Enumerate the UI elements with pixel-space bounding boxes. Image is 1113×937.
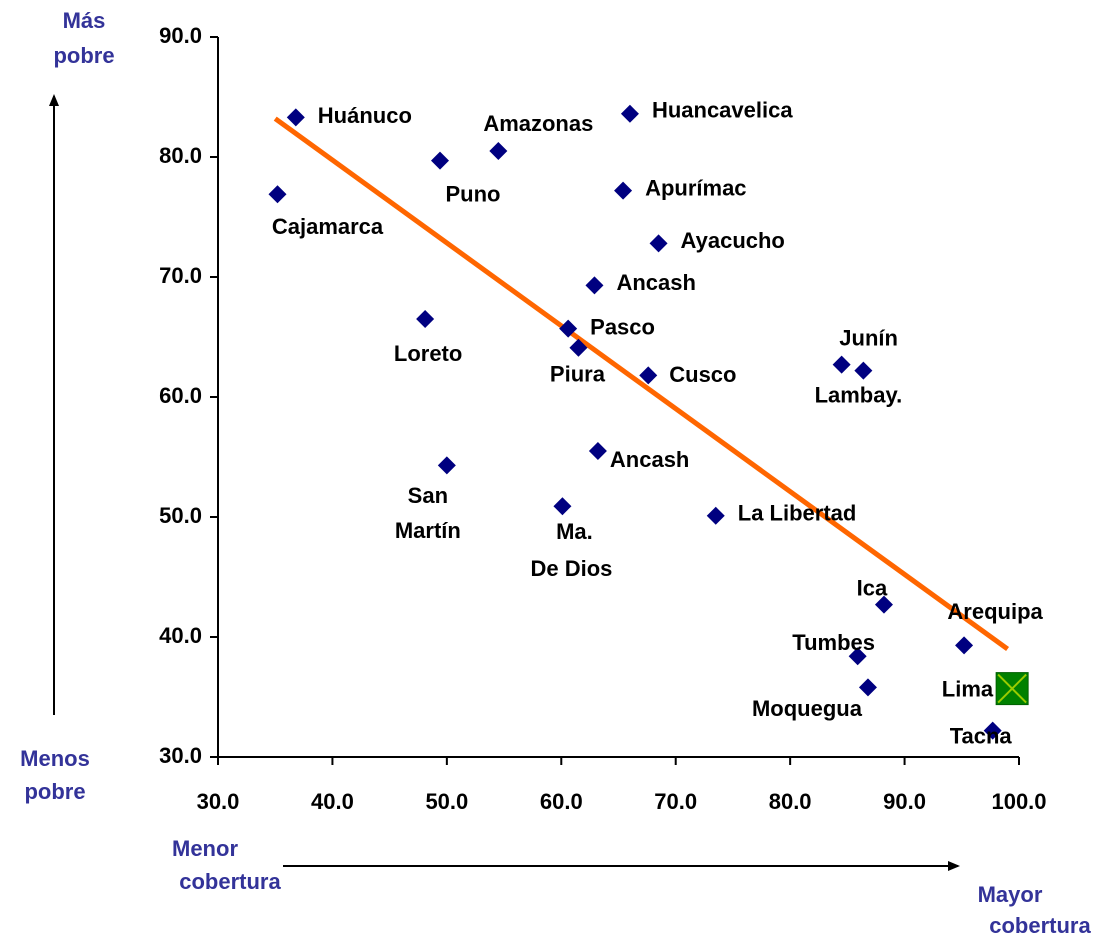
point (416, 310, 435, 328)
point (430, 151, 449, 170)
point (874, 595, 893, 614)
point-label: Huancavelica (652, 98, 793, 123)
point-label: Puno (445, 181, 500, 206)
y-tick-label: 80.0 (159, 143, 202, 168)
point (639, 366, 658, 385)
annotation: Menor (172, 836, 238, 861)
point-label: Junín (839, 325, 898, 350)
point-label: Moquegua (752, 696, 863, 721)
point-label: Cusco (669, 362, 736, 387)
trendline (273, 116, 1010, 652)
point-label: Lima (942, 676, 994, 701)
annotation: Menos (20, 746, 90, 771)
point (614, 181, 633, 200)
x-tick-label: 30.0 (197, 789, 240, 814)
point (649, 234, 668, 253)
point (268, 185, 287, 204)
point (553, 497, 572, 516)
point-label: Apurímac (645, 175, 746, 200)
annotation: Más (63, 8, 106, 33)
point-label: De Dios (530, 556, 612, 581)
point-label: Ancash (616, 270, 695, 295)
y-tick-label: 40.0 (159, 623, 202, 648)
point-label: Amazonas (483, 111, 593, 136)
annotation: cobertura (989, 913, 1091, 937)
point (848, 647, 867, 666)
y-tick-label: 50.0 (159, 503, 202, 528)
point-label: Pasco (590, 314, 655, 339)
point-label: Ica (857, 575, 888, 600)
point (588, 442, 607, 460)
point (832, 355, 851, 374)
point (955, 636, 974, 655)
point (983, 721, 1002, 740)
point-label: Piura (550, 362, 606, 387)
point-label: Cajamarca (272, 214, 384, 239)
x-tick-label: 80.0 (769, 789, 812, 814)
annotation: pobre (24, 779, 85, 804)
y-tick-label: 30.0 (159, 743, 202, 768)
point-label: Huánuco (318, 103, 412, 128)
x-tick-label: 50.0 (425, 789, 468, 814)
point (437, 456, 456, 475)
point-label: Ancash (610, 447, 689, 472)
x-tick-label: 40.0 (311, 789, 354, 814)
annotation: Mayor (978, 882, 1043, 907)
point-label: Ma. (556, 519, 593, 544)
y-tick-label: 90.0 (159, 23, 202, 48)
point (706, 506, 725, 525)
point-label: Ayacucho (681, 228, 785, 253)
point (620, 104, 639, 123)
point-label: San (408, 483, 448, 508)
point (569, 338, 588, 357)
x-tick-label: 90.0 (883, 789, 926, 814)
point-label: Tumbes (792, 630, 875, 655)
annotation: pobre (53, 43, 114, 68)
point-label: Lambay. (815, 382, 903, 407)
point (489, 142, 508, 160)
x-tick-label: 70.0 (654, 789, 697, 814)
annotation: cobertura (179, 869, 281, 894)
point (286, 108, 305, 127)
y-tick-label: 70.0 (159, 263, 202, 288)
point-label: Arequipa (947, 599, 1043, 624)
x-tick-label: 100.0 (991, 789, 1046, 814)
point (559, 319, 578, 338)
point (995, 672, 1029, 706)
point (585, 276, 604, 295)
point-label: La Libertad (738, 501, 857, 526)
point (858, 678, 877, 697)
point-label: Loreto (394, 341, 462, 366)
point (854, 361, 873, 380)
point-label: Martín (395, 518, 461, 543)
point-label: Tacna (950, 723, 1013, 748)
y-tick-label: 60.0 (159, 383, 202, 408)
x-tick-label: 60.0 (540, 789, 583, 814)
